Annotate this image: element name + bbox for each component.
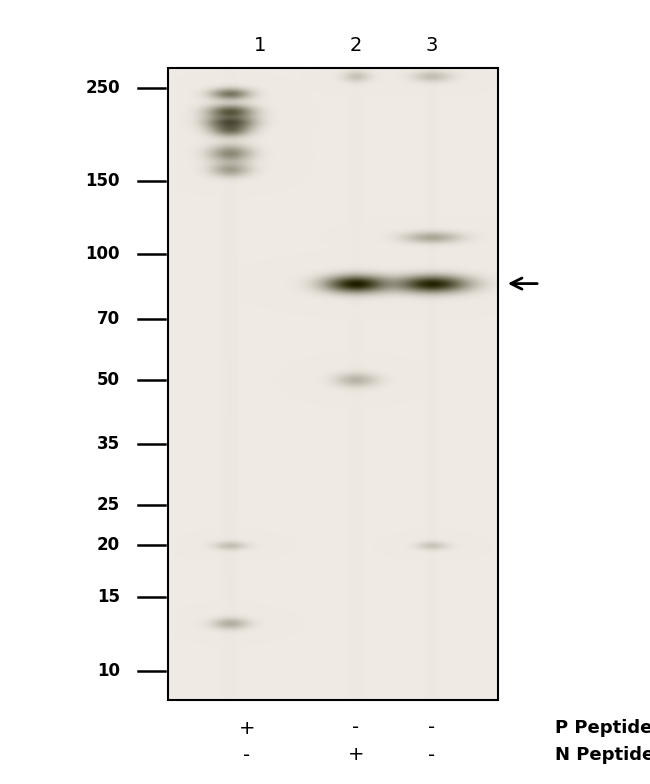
Text: -: - bbox=[428, 718, 436, 738]
Text: 15: 15 bbox=[97, 588, 120, 606]
Text: 20: 20 bbox=[97, 536, 120, 554]
Text: -: - bbox=[352, 718, 359, 738]
Text: 10: 10 bbox=[97, 662, 120, 680]
Text: 250: 250 bbox=[85, 79, 120, 97]
Text: 35: 35 bbox=[97, 435, 120, 453]
Text: 3: 3 bbox=[426, 35, 438, 55]
Text: 70: 70 bbox=[97, 310, 120, 328]
Text: +: + bbox=[239, 718, 255, 738]
Text: 2: 2 bbox=[350, 35, 362, 55]
Text: +: + bbox=[348, 746, 364, 764]
Text: N Peptide: N Peptide bbox=[555, 746, 650, 764]
Bar bbox=[168, 68, 498, 700]
Text: -: - bbox=[428, 746, 436, 764]
Text: P Peptide: P Peptide bbox=[555, 719, 650, 737]
Text: 100: 100 bbox=[86, 245, 120, 263]
Text: 25: 25 bbox=[97, 496, 120, 514]
Text: 50: 50 bbox=[97, 371, 120, 389]
Text: -: - bbox=[244, 746, 250, 764]
Text: 150: 150 bbox=[86, 172, 120, 190]
Text: 1: 1 bbox=[254, 35, 266, 55]
